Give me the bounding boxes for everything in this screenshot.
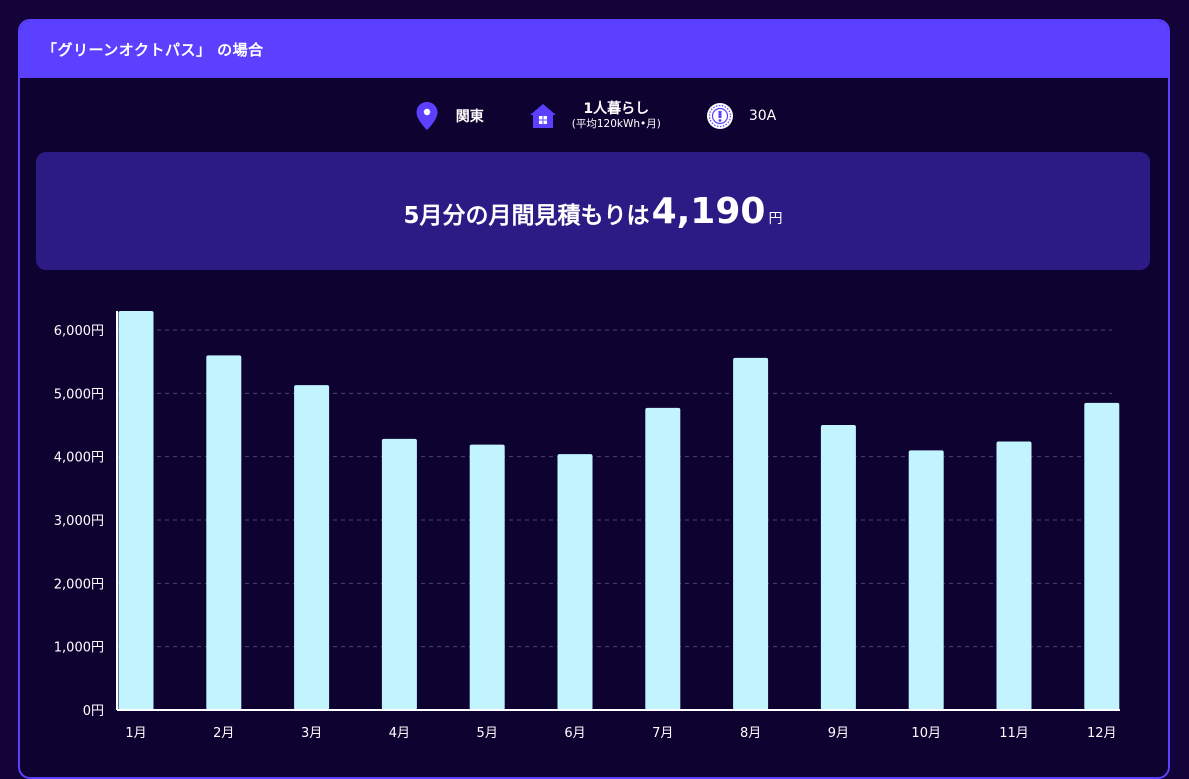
x-tick-label: 1月 bbox=[125, 726, 146, 741]
estimate-amount: 4,190 bbox=[651, 190, 766, 232]
x-tick-label: 6月 bbox=[564, 726, 585, 741]
household-label: 1人暮らし bbox=[583, 101, 650, 118]
bar-3[interactable] bbox=[294, 385, 330, 710]
bar-4[interactable] bbox=[381, 438, 417, 710]
y-tick-label: 1,000円 bbox=[54, 641, 104, 656]
bar-6[interactable] bbox=[557, 454, 593, 710]
y-tick-label: 0円 bbox=[83, 704, 104, 719]
household-usage: (平均120kWh•月) bbox=[571, 118, 661, 131]
ampere-label: 30A bbox=[748, 108, 777, 124]
x-tick-label: 11月 bbox=[999, 726, 1029, 741]
x-tick-label: 8月 bbox=[740, 726, 761, 741]
estimate-unit: 円 bbox=[768, 210, 783, 227]
bar-8[interactable] bbox=[733, 357, 769, 710]
y-tick-label: 2,000円 bbox=[54, 577, 104, 592]
estimate-card: 「グリーンオクトパス」 の場合 関東 bbox=[18, 19, 1170, 779]
x-tick-label: 2月 bbox=[213, 726, 234, 741]
y-tick-label: 6,000円 bbox=[54, 324, 104, 339]
x-tick-label: 10月 bbox=[911, 726, 941, 741]
bar-11[interactable] bbox=[996, 441, 1032, 710]
x-tick-label: 9月 bbox=[828, 726, 849, 741]
bar-9[interactable] bbox=[820, 425, 856, 710]
condition-region: 関東 bbox=[412, 101, 484, 131]
house-icon bbox=[528, 101, 558, 131]
condition-ampere: 30A bbox=[705, 101, 776, 131]
bar-10[interactable] bbox=[908, 450, 944, 710]
region-label: 関東 bbox=[455, 109, 484, 125]
bar-5[interactable] bbox=[469, 444, 505, 710]
estimate-banner: 5月分の月間見積もりは 4,190 円 bbox=[36, 152, 1150, 270]
y-tick-label: 3,000円 bbox=[54, 514, 104, 529]
bar-12[interactable] bbox=[1084, 402, 1120, 710]
bar-1[interactable] bbox=[118, 311, 154, 710]
estimate-label: 5月分の月間見積もりは bbox=[403, 202, 650, 229]
breaker-icon bbox=[705, 101, 735, 131]
card-title: 「グリーンオクトパス」 の場合 bbox=[42, 41, 264, 59]
location-pin-icon bbox=[412, 101, 442, 131]
x-tick-label: 7月 bbox=[652, 726, 673, 741]
x-tick-label: 4月 bbox=[389, 726, 410, 741]
card-header: 「グリーンオクトパス」 の場合 bbox=[20, 21, 1168, 78]
bar-7[interactable] bbox=[645, 407, 681, 710]
x-tick-label: 3月 bbox=[301, 726, 322, 741]
x-tick-label: 12月 bbox=[1087, 726, 1117, 741]
y-tick-label: 5,000円 bbox=[54, 387, 104, 402]
conditions-row: 関東 1人暮らし (平均120kWh•月) bbox=[20, 91, 1168, 141]
monthly-chart: 0円 1,000円 2,000円 3,000円 4,000円 5,000円 6,000円 1月… bbox=[20, 21, 1168, 777]
bar-2[interactable] bbox=[206, 355, 242, 710]
monthly-bar-chart: 0円 1,000円 2,000円 3,000円 4,000円 5,000円 6,000円 1月… bbox=[54, 311, 1120, 741]
condition-household: 1人暮らし (平均120kWh•月) bbox=[528, 100, 661, 132]
y-tick-label: 4,000円 bbox=[54, 451, 104, 466]
x-tick-label: 5月 bbox=[477, 726, 498, 741]
